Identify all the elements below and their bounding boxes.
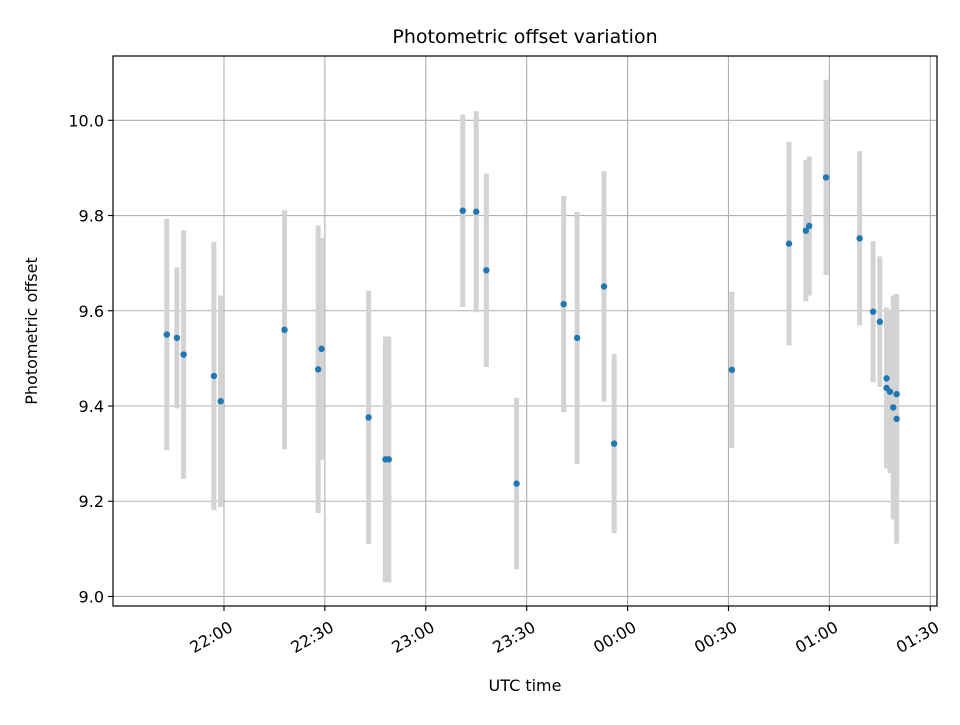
y-tick-label: 9.6	[79, 302, 104, 321]
data-point	[869, 308, 877, 315]
x-tick-label: 23:00	[388, 617, 437, 657]
data-point	[385, 456, 392, 463]
data-point	[785, 240, 793, 247]
x-tick-label: 01:30	[893, 617, 942, 657]
x-tick-label: 22:30	[287, 617, 336, 657]
x-tick-label: 23:30	[489, 617, 538, 657]
data-point	[173, 334, 181, 342]
x-axis-label: UTC time	[489, 676, 562, 695]
data-point	[573, 334, 581, 342]
plot-frame	[112, 55, 938, 607]
y-axis-label: Photometric offset	[22, 257, 41, 405]
data-point	[883, 375, 890, 382]
data-point	[210, 372, 218, 380]
data-point	[893, 390, 900, 398]
data-point	[217, 398, 224, 405]
data-point	[459, 207, 466, 214]
y-tick-label: 9.0	[79, 587, 104, 606]
x-tick-label: 22:00	[187, 617, 236, 657]
data-point	[890, 404, 897, 411]
data-point	[163, 331, 171, 338]
chart-title: Photometric offset variation	[392, 26, 657, 48]
x-tick-label: 01:00	[792, 617, 841, 657]
data-point	[560, 300, 567, 308]
data-point	[180, 351, 187, 358]
data-point	[856, 235, 863, 242]
point-layer	[163, 174, 900, 487]
data-point	[600, 283, 608, 290]
data-point	[473, 208, 480, 215]
data-point	[876, 318, 884, 325]
y-tick-label: 9.2	[79, 492, 104, 511]
x-tick-label: 00:30	[691, 617, 740, 657]
data-point	[318, 345, 325, 353]
errorbar-layer	[164, 79, 900, 583]
data-point	[610, 440, 618, 447]
y-tick-label: 10.0	[68, 111, 104, 130]
y-tick-label: 9.8	[79, 207, 104, 226]
y-tick-label: 9.4	[79, 397, 104, 416]
data-point	[365, 414, 372, 421]
data-point	[822, 174, 830, 181]
data-point	[281, 326, 288, 334]
data-point	[728, 366, 736, 374]
grid-layer	[113, 56, 937, 606]
data-point	[314, 366, 322, 373]
data-point	[483, 267, 490, 274]
data-point	[805, 222, 813, 230]
data-point	[886, 388, 894, 395]
data-point	[513, 480, 520, 487]
x-tick-label: 00:00	[590, 617, 639, 657]
data-point	[893, 415, 900, 423]
data-point	[802, 227, 810, 234]
